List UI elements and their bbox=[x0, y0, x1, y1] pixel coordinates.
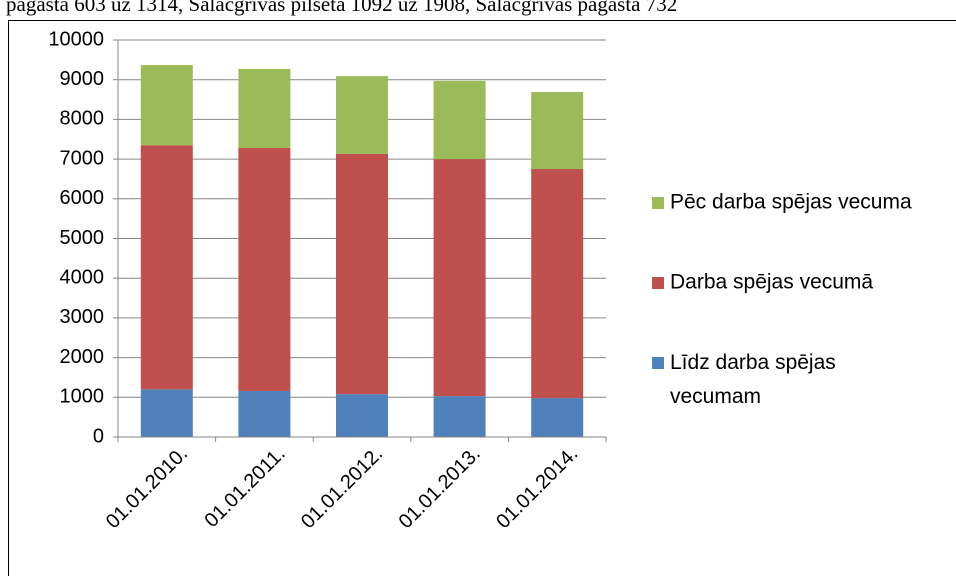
x-tick-label: 01.01.2011. bbox=[200, 443, 289, 532]
bar-segment bbox=[433, 80, 486, 160]
bar-segment bbox=[238, 68, 291, 148]
y-tick-label: 7000 bbox=[60, 147, 105, 169]
legend-swatch bbox=[652, 357, 664, 369]
bar-segment bbox=[336, 76, 388, 154]
legend-swatch bbox=[652, 197, 664, 209]
bar-segment bbox=[433, 396, 486, 437]
x-tick-label: 01.01.2013. bbox=[395, 443, 485, 533]
y-tick-label: 1000 bbox=[60, 386, 105, 408]
legend-swatch bbox=[652, 277, 664, 289]
y-tick-label: 10000 bbox=[48, 28, 104, 50]
x-tick-label: 01.01.2012. bbox=[297, 443, 387, 533]
y-tick-label: 4000 bbox=[60, 266, 105, 288]
bar-segment bbox=[336, 153, 388, 395]
bar-segment bbox=[140, 145, 193, 390]
chart-border bbox=[8, 20, 956, 576]
y-tick-label: 5000 bbox=[60, 227, 105, 249]
y-tick-label: 2000 bbox=[60, 346, 105, 368]
bar-segment bbox=[238, 390, 291, 437]
x-tick-label: 01.01.2010. bbox=[102, 443, 192, 533]
bar-segment bbox=[433, 159, 486, 397]
y-tick-label: 0 bbox=[93, 425, 104, 447]
bar-segment bbox=[140, 389, 193, 437]
y-tick-label: 8000 bbox=[60, 108, 105, 130]
bar-segment bbox=[140, 65, 193, 146]
bar-segment bbox=[531, 169, 584, 399]
y-tick-label: 6000 bbox=[60, 187, 105, 209]
caption: pagasta 603 uz 1314, Salacgrīvas pilsēta… bbox=[6, 0, 677, 16]
bar-segment bbox=[238, 147, 291, 391]
bar-segment bbox=[336, 394, 388, 437]
y-tick-label: 3000 bbox=[60, 306, 105, 328]
legend-label: Darba spējas vecumā bbox=[670, 271, 873, 294]
y-tick-label: 9000 bbox=[60, 68, 105, 90]
legend-label: Līdz darba spējas vecumam bbox=[670, 351, 836, 408]
legend-label: Pēc darba spējas vecuma bbox=[670, 191, 912, 214]
x-tick-label: 01.01.2014. bbox=[492, 443, 582, 533]
bar-segment bbox=[531, 398, 584, 437]
bar-segment bbox=[531, 92, 584, 170]
